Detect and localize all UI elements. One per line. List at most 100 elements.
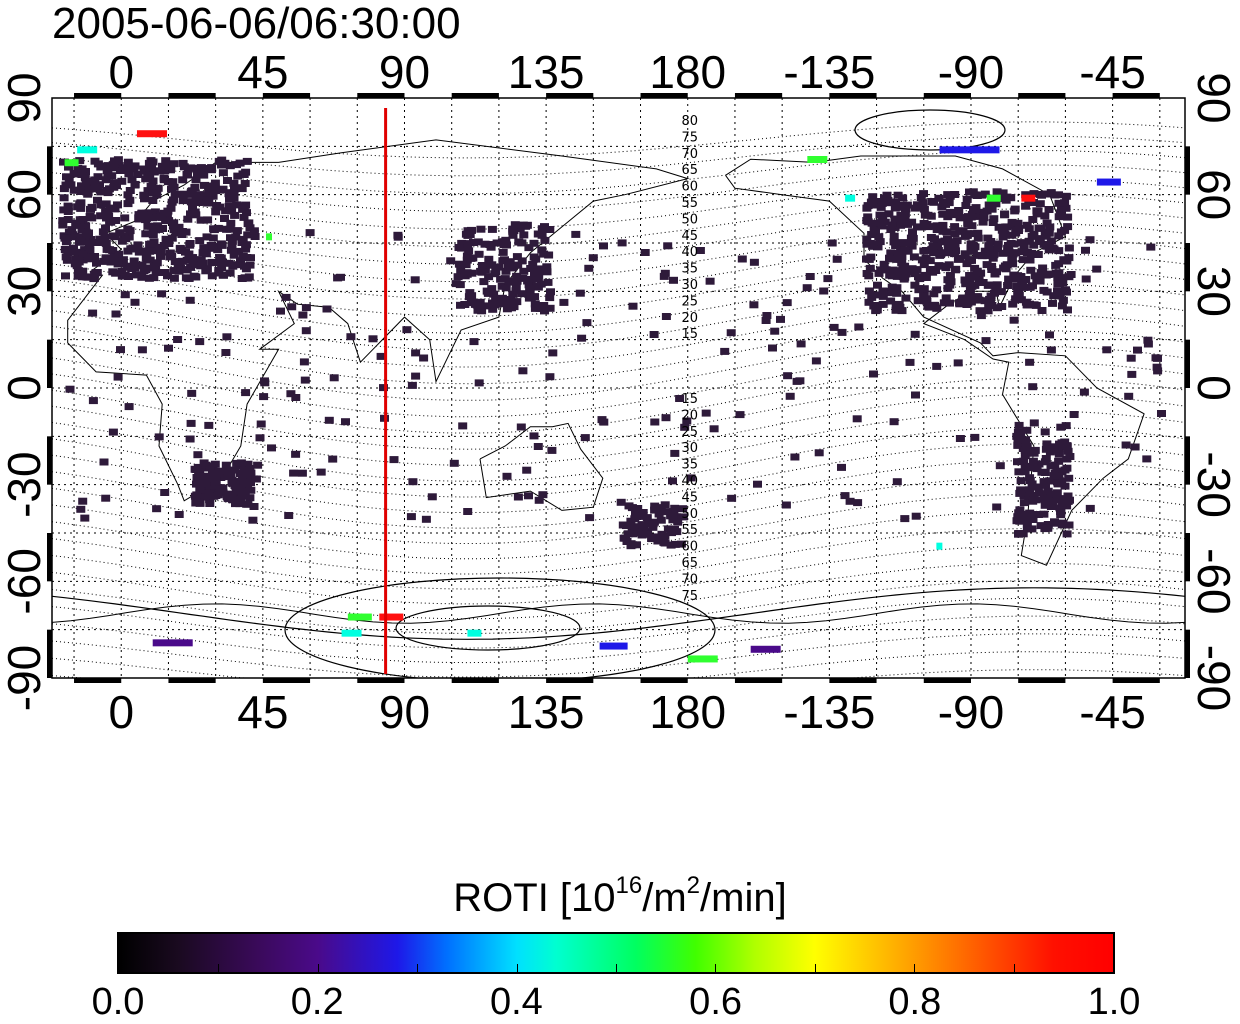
roti-pixel	[582, 319, 592, 327]
roti-pixel	[932, 362, 942, 370]
roti-pixel	[993, 304, 1002, 312]
roti-pixel	[958, 295, 967, 303]
roti-pixel	[476, 225, 486, 233]
contour-label: 40	[681, 245, 698, 260]
roti-pixel	[393, 231, 403, 239]
roti-pixel	[508, 227, 518, 235]
lon-tick-label-top: 180	[649, 46, 726, 98]
roti-pixel	[889, 249, 899, 257]
roti-pixel	[1031, 496, 1041, 504]
coastline	[479, 422, 604, 511]
roti-pixel	[519, 231, 529, 239]
roti-pixel	[259, 393, 269, 401]
roti-pixel	[242, 157, 252, 165]
axis-bar-right	[1185, 533, 1190, 582]
roti-pixel	[508, 264, 518, 272]
roti-pixel	[486, 261, 496, 269]
roti-pixel	[534, 265, 544, 273]
roti-pixel	[1022, 523, 1032, 531]
magnetic-contour-line	[52, 580, 1185, 635]
roti-pixel	[878, 215, 888, 223]
roti-pixel	[96, 201, 106, 209]
roti-pixel	[1053, 468, 1063, 476]
roti-patch	[936, 542, 943, 550]
roti-pixel	[102, 167, 112, 174]
roti-pixel	[483, 288, 493, 296]
roti-pixel	[992, 503, 1002, 511]
roti-pixel	[1012, 283, 1022, 290]
roti-pixel	[222, 467, 231, 474]
roti-pixel	[675, 395, 685, 402]
roti-pixel	[1057, 302, 1067, 310]
roti-pixel	[1009, 240, 1019, 248]
roti-pixel	[151, 269, 161, 276]
roti-pixel	[998, 233, 1008, 241]
roti-pixel	[110, 157, 119, 165]
roti-pixel	[954, 208, 964, 216]
roti-pixel	[970, 243, 980, 251]
roti-pixel	[1102, 346, 1112, 354]
roti-pixel	[513, 261, 523, 269]
roti-pixel	[133, 242, 143, 250]
roti-pixel	[516, 423, 526, 431]
roti-pixel	[225, 195, 234, 203]
roti-pixel	[1009, 316, 1019, 324]
roti-pixel	[1014, 227, 1023, 234]
roti-pixel	[299, 358, 309, 366]
roti-pixel	[1046, 503, 1056, 510]
roti-pixel	[726, 329, 736, 337]
roti-pixel	[1042, 288, 1052, 296]
roti-pixel	[120, 291, 130, 299]
contour-label: 75	[681, 130, 698, 145]
roti-pixel	[1025, 509, 1035, 517]
roti-pixel	[656, 516, 666, 524]
roti-pixel	[83, 177, 93, 185]
roti-pixel	[1013, 458, 1022, 466]
roti-pixel	[502, 472, 512, 480]
roti-pixel	[537, 246, 547, 254]
roti-pixel	[533, 443, 543, 450]
axis-bar-top	[357, 93, 405, 98]
roti-pixel	[488, 299, 497, 307]
roti-pixel	[61, 181, 71, 189]
contour-label: 55	[681, 196, 698, 211]
roti-pixel	[1044, 206, 1054, 213]
roti-pixel	[222, 333, 232, 341]
roti-pixel	[148, 231, 158, 239]
roti-pixel	[983, 234, 993, 242]
roti-pixel	[865, 264, 875, 272]
roti-pixel	[149, 168, 159, 176]
roti-pixel	[69, 169, 79, 177]
roti-pixel	[891, 198, 900, 206]
lat-tick-label-right: 0	[1188, 375, 1240, 401]
roti-pixel	[463, 244, 473, 252]
roti-pixel	[232, 161, 241, 169]
roti-pixel	[863, 213, 873, 221]
roti-pixel	[876, 203, 886, 211]
roti-pixel	[867, 219, 877, 227]
lat-tick-label-right: 60	[1188, 169, 1240, 220]
roti-pixel	[1046, 491, 1056, 498]
roti-pixel	[195, 237, 205, 245]
roti-pixel	[1016, 239, 1026, 247]
roti-pixel	[661, 414, 671, 422]
roti-pixel	[192, 491, 202, 499]
roti-pixel	[972, 192, 982, 199]
roti-pixel	[936, 262, 946, 270]
roti-pixel	[243, 500, 253, 508]
magnetic-contour-line	[52, 633, 1185, 678]
roti-pixel	[267, 444, 276, 452]
roti-pixel	[137, 273, 147, 281]
roti-pixel	[139, 165, 149, 173]
roti-pixel	[930, 235, 939, 243]
roti-patch	[807, 156, 828, 163]
roti-pixel	[178, 176, 188, 184]
roti-pixel	[411, 349, 421, 357]
roti-pixel	[862, 236, 872, 243]
roti-pixel	[837, 463, 846, 471]
roti-pixel	[460, 272, 470, 280]
roti-pixel	[983, 307, 993, 315]
roti-pixel	[99, 458, 109, 466]
roti-pixel	[823, 275, 833, 283]
roti-pixel	[376, 352, 386, 360]
